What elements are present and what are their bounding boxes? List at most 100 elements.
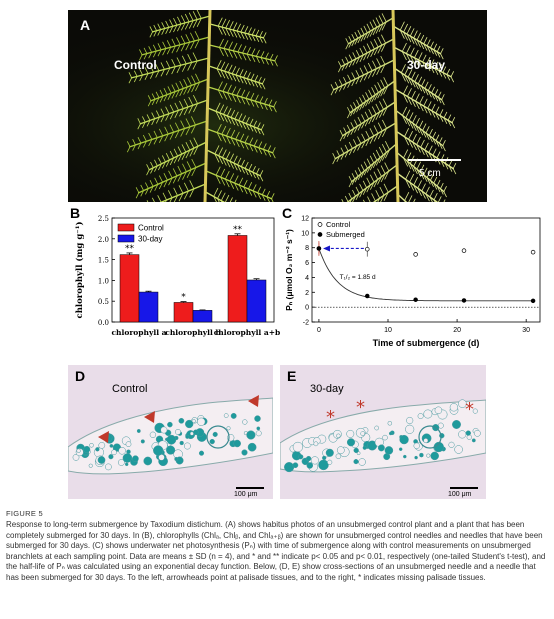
needle (340, 147, 345, 154)
tissue-cell (185, 434, 190, 439)
needle (142, 141, 147, 148)
needle (269, 59, 274, 66)
needle (360, 27, 365, 35)
needle (232, 29, 238, 38)
tissue-cell (306, 462, 314, 469)
needle (236, 87, 241, 96)
needle (334, 81, 339, 88)
tissue-cell (465, 430, 471, 436)
needle (348, 181, 353, 188)
needle (359, 47, 364, 56)
needle (428, 135, 433, 143)
tissue-cell (83, 445, 91, 453)
tissue-cell (353, 447, 359, 454)
needle (222, 91, 228, 100)
needle (171, 38, 176, 47)
tissue-cell (76, 448, 81, 453)
needle (351, 39, 356, 47)
needle (239, 140, 245, 149)
needle (369, 162, 375, 171)
needle (354, 170, 359, 177)
needle (412, 133, 417, 143)
needle (261, 188, 266, 195)
needle (188, 105, 194, 114)
needle (249, 124, 254, 132)
needle (363, 168, 368, 176)
needle (139, 54, 143, 61)
needle (192, 19, 198, 28)
needle (430, 41, 434, 49)
needle (192, 52, 198, 62)
tissue-cell (382, 434, 388, 441)
needle (243, 186, 248, 195)
needle (169, 26, 174, 34)
figure-label: FIGURE 5 (6, 509, 43, 518)
tissue-cell (362, 445, 367, 450)
missing-palisade-marker: * (356, 397, 365, 418)
needle (183, 182, 189, 192)
needle (439, 115, 444, 122)
chart-c-points: T₁/₂ = 1.85 d (316, 241, 536, 304)
tissue-cell (185, 419, 194, 429)
tissue-cell (423, 438, 429, 444)
needle (220, 176, 226, 186)
needle (217, 190, 222, 199)
needle (225, 27, 230, 37)
needle (430, 173, 434, 181)
needle (421, 183, 426, 192)
needle (348, 192, 353, 200)
needle (368, 116, 373, 125)
needle (185, 118, 191, 127)
needle (446, 68, 451, 75)
needle (424, 142, 429, 151)
needle (255, 29, 260, 37)
needle (420, 147, 425, 155)
needle (368, 108, 373, 117)
tissue-cell (414, 455, 418, 460)
needle (403, 157, 409, 167)
needle (367, 196, 371, 202)
needle (377, 176, 382, 185)
needle (180, 120, 185, 129)
needle (165, 199, 167, 202)
needle (227, 92, 232, 101)
needle (239, 69, 244, 77)
needle (400, 72, 406, 82)
needle (169, 197, 173, 202)
needle (346, 124, 351, 132)
needle (353, 119, 358, 127)
branchlet (372, 185, 398, 202)
needle (215, 111, 221, 120)
needle (352, 52, 357, 60)
needle (221, 18, 227, 28)
needle (431, 103, 436, 111)
needle (374, 84, 379, 93)
needle (415, 101, 420, 110)
needle (216, 68, 222, 78)
needle (423, 105, 428, 114)
control-point (530, 249, 536, 255)
legend-entry: Submerged (326, 230, 365, 239)
needle (219, 112, 225, 122)
needle (155, 70, 160, 78)
needle (377, 130, 383, 140)
needle (148, 139, 153, 147)
needle (154, 184, 159, 191)
needle (432, 148, 437, 156)
needle (256, 168, 260, 175)
needle (180, 15, 186, 24)
needle (224, 194, 230, 202)
needle (354, 176, 359, 183)
needle (443, 117, 448, 125)
y-tick-label: 1.5 (98, 257, 109, 265)
tissue-cell (143, 456, 153, 466)
needle (225, 19, 230, 29)
tissue-cell (346, 438, 356, 447)
y-tick-label: 2.0 (98, 236, 109, 244)
needle (184, 13, 190, 22)
needle (413, 185, 419, 194)
needle (260, 129, 265, 136)
needle (240, 31, 245, 40)
needle (223, 106, 228, 115)
habitus-photo-drawing (68, 10, 487, 202)
